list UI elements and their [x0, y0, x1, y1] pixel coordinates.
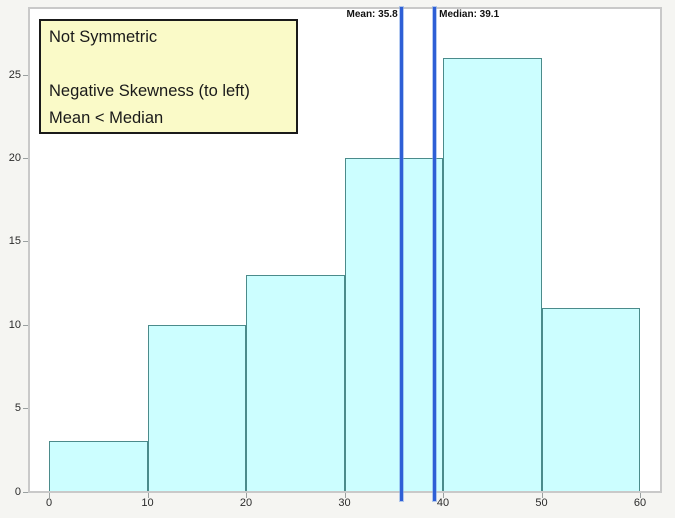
- histogram-bar[interactable]: [246, 274, 345, 492]
- x-axis-tick-label: 10: [141, 497, 154, 509]
- y-axis-tick-label: 10: [8, 318, 21, 331]
- x-axis-tick-label: 50: [535, 497, 548, 509]
- y-axis-tick: [23, 158, 28, 160]
- median-line: [432, 7, 436, 501]
- x-axis-tick: [541, 493, 543, 498]
- histogram-bar[interactable]: [541, 308, 640, 492]
- x-axis-tick: [640, 493, 641, 498]
- x-axis-tick: [443, 493, 444, 498]
- x-axis-tick-label: 0: [45, 497, 53, 509]
- mean-label: Mean: 35.8: [346, 9, 398, 20]
- histogram-bar[interactable]: [443, 58, 542, 492]
- histogram-bar[interactable]: [147, 324, 246, 492]
- annotation-box[interactable]: Not Symmetric Negative Skewness (to left…: [39, 19, 298, 134]
- x-axis-tick-label: 30: [338, 497, 351, 509]
- annotation-line: Negative Skewness (to left): [49, 82, 250, 100]
- annotation-line: [49, 51, 288, 78]
- x-axis-tick: [246, 493, 247, 498]
- y-axis-tick: [23, 241, 28, 243]
- y-axis-tick: [23, 408, 28, 410]
- x-axis-tick-label: 40: [436, 497, 450, 509]
- y-axis-tick-label: 5: [14, 402, 21, 415]
- annotation-line: Not Symmetric: [49, 28, 158, 46]
- x-axis-tick: [147, 493, 149, 498]
- x-axis-tick: [49, 493, 50, 498]
- x-axis-tick-label: 60: [633, 497, 647, 509]
- annotation-line: Mean < Median: [49, 109, 164, 127]
- y-axis-tick-label: 20: [8, 152, 21, 165]
- median-label: Median: 39.1: [439, 9, 500, 20]
- mean-line: [400, 7, 404, 501]
- x-axis-tick: [344, 493, 346, 498]
- histogram-bar[interactable]: [344, 158, 443, 492]
- y-axis-tick: [23, 491, 28, 493]
- y-axis-tick-label: 15: [8, 235, 21, 248]
- y-axis-tick-label: 0: [14, 485, 21, 498]
- y-axis-tick: [23, 324, 28, 326]
- x-axis-tick-label: 20: [239, 497, 253, 509]
- y-axis-tick-label: 25: [8, 68, 21, 81]
- histogram-bar[interactable]: [49, 441, 148, 492]
- y-axis-tick: [23, 74, 28, 76]
